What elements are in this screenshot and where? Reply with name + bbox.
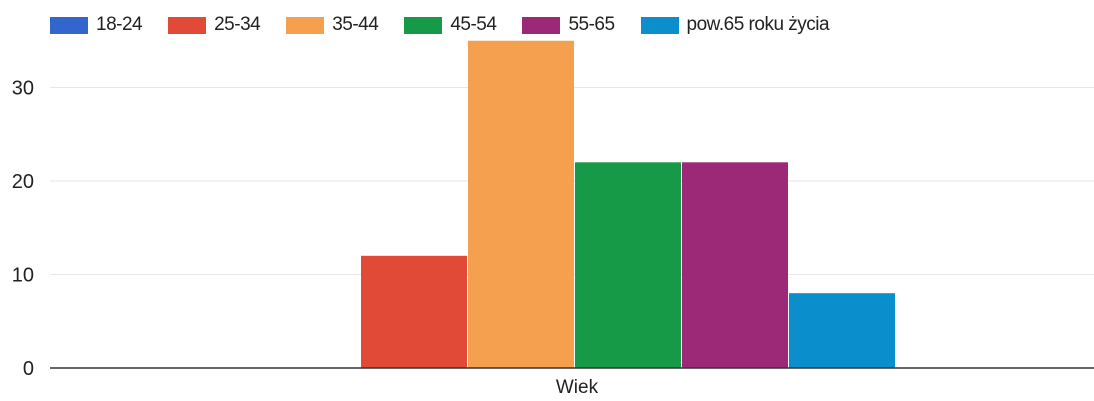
legend-swatch (640, 16, 679, 34)
bar (468, 40, 574, 368)
y-tick-label: 20 (12, 171, 34, 193)
y-tick-label: 30 (12, 78, 34, 100)
x-category-label: Wiek (556, 377, 599, 398)
legend-label: 55-65 (568, 14, 615, 35)
legend-label: 45-54 (450, 14, 497, 35)
legend-item: 55-65 (522, 14, 615, 36)
legend-item: pow.65 roku życia (640, 14, 830, 36)
y-tick-label: 10 (12, 265, 34, 287)
bar (789, 293, 895, 368)
bar (361, 255, 467, 368)
y-tick-label: 0 (23, 358, 34, 380)
legend-swatch (286, 16, 325, 34)
legend-item: 25-34 (168, 14, 261, 36)
legend-item: 18-24 (50, 14, 143, 36)
legend-label: pow.65 roku życia (686, 14, 830, 35)
legend-label: 35-44 (332, 14, 379, 35)
legend-label: 25-34 (214, 14, 261, 35)
legend-swatch (404, 16, 443, 34)
legend-item: 45-54 (404, 14, 497, 36)
legend-swatch (168, 16, 207, 34)
legend-item: 35-44 (286, 14, 379, 36)
chart-legend: 18-24 25-34 35-44 45-54 55-65 pow.65 roku życ… (50, 10, 855, 40)
bar (575, 162, 681, 368)
bar (682, 162, 788, 368)
legend-swatch (50, 16, 88, 34)
legend-swatch (522, 16, 561, 34)
legend-label: 18-24 (96, 14, 143, 35)
